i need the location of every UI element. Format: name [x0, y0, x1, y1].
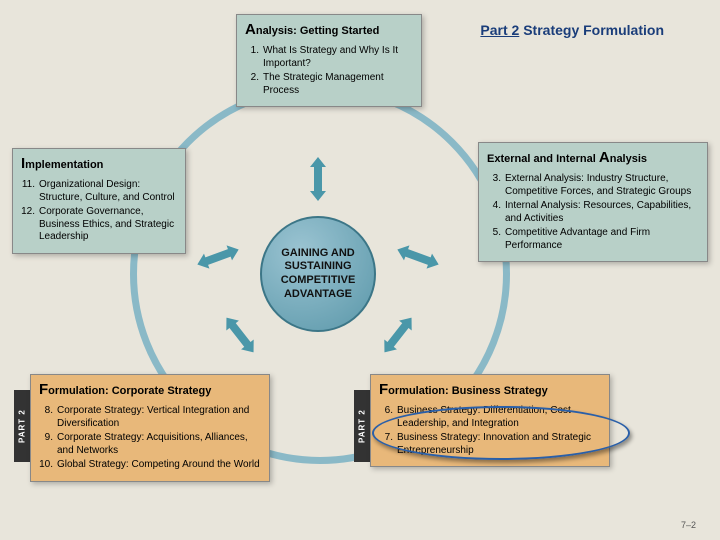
- item-text: Corporate Strategy: Vertical Integration…: [57, 405, 261, 430]
- header-post: nalysis: Getting Started: [256, 25, 379, 37]
- item-num: 12.: [21, 206, 39, 244]
- box-corporate: Formulation: Corporate Strategy 8.Corpor…: [30, 374, 270, 482]
- item-text: Organizational Design: Structure, Cultur…: [39, 179, 177, 204]
- header-big: A: [245, 21, 256, 38]
- item-text: Internal Analysis: Resources, Capabiliti…: [505, 200, 699, 225]
- list-item: 12.Corporate Governance, Business Ethics…: [21, 206, 177, 244]
- item-num: 9.: [39, 432, 57, 457]
- box-corporate-header: Formulation: Corporate Strategy: [31, 375, 269, 401]
- list-item: 2.The Strategic Management Process: [245, 72, 413, 97]
- box-analysis-body: 1.What Is Strategy and Why Is It Importa…: [237, 41, 421, 106]
- item-num: 2.: [245, 72, 263, 97]
- header-post: nalysis: [610, 153, 647, 165]
- highlight-oval: [372, 406, 630, 460]
- title-part: Part 2: [480, 22, 519, 38]
- page-number: 7–2: [681, 520, 696, 530]
- header-big: F: [39, 381, 48, 398]
- item-num: 5.: [487, 227, 505, 252]
- item-text: What Is Strategy and Why Is It Important…: [263, 45, 413, 70]
- list-item: 8.Corporate Strategy: Vertical Integrati…: [39, 405, 261, 430]
- item-text: Corporate Governance, Business Ethics, a…: [39, 206, 177, 244]
- list-item: 3.External Analysis: Industry Structure,…: [487, 173, 699, 198]
- list-item: 4.Internal Analysis: Resources, Capabili…: [487, 200, 699, 225]
- part2-tab-corporate: PART 2: [14, 390, 30, 462]
- header-big: A: [599, 149, 610, 166]
- item-text: Corporate Strategy: Acquisitions, Allian…: [57, 432, 261, 457]
- center-text: GAINING AND SUSTAINING COMPETITIVE ADVAN…: [270, 247, 366, 302]
- item-text: Competitive Advantage and Firm Performan…: [505, 227, 699, 252]
- part2-tab-business: PART 2: [354, 390, 370, 462]
- item-num: 8.: [39, 405, 57, 430]
- header-post: ormulation: Corporate Strategy: [48, 385, 211, 397]
- header-post: ormulation: Business Strategy: [388, 385, 548, 397]
- item-num: 10.: [39, 459, 57, 472]
- item-num: 3.: [487, 173, 505, 198]
- item-text: The Strategic Management Process: [263, 72, 413, 97]
- box-implementation-body: 11.Organizational Design: Structure, Cul…: [13, 175, 185, 253]
- box-corporate-body: 8.Corporate Strategy: Vertical Integrati…: [31, 401, 269, 481]
- header-big: F: [379, 381, 388, 398]
- item-num: 4.: [487, 200, 505, 225]
- slide-title: Part 2 Strategy Formulation: [480, 22, 664, 38]
- title-text: Strategy Formulation: [523, 22, 664, 38]
- item-text: Global Strategy: Competing Around the Wo…: [57, 459, 261, 472]
- center-circle: GAINING AND SUSTAINING COMPETITIVE ADVAN…: [260, 216, 376, 332]
- box-analysis: Analysis: Getting Started 1.What Is Stra…: [236, 14, 422, 107]
- list-item: 11.Organizational Design: Structure, Cul…: [21, 179, 177, 204]
- box-implementation: Implementation 11.Organizational Design:…: [12, 148, 186, 254]
- box-external: External and Internal Analysis 3.Externa…: [478, 142, 708, 262]
- list-item: 10.Global Strategy: Competing Around the…: [39, 459, 261, 472]
- list-item: 1.What Is Strategy and Why Is It Importa…: [245, 45, 413, 70]
- list-item: 9.Corporate Strategy: Acquisitions, Alli…: [39, 432, 261, 457]
- box-external-header: External and Internal Analysis: [479, 143, 707, 169]
- header-pre: External and Internal: [487, 153, 599, 165]
- box-analysis-header: Analysis: Getting Started: [237, 15, 421, 41]
- item-num: 1.: [245, 45, 263, 70]
- item-text: External Analysis: Industry Structure, C…: [505, 173, 699, 198]
- box-implementation-header: Implementation: [13, 149, 185, 175]
- header-post: mplementation: [25, 159, 103, 171]
- box-business-header: Formulation: Business Strategy: [371, 375, 609, 401]
- list-item: 5.Competitive Advantage and Firm Perform…: [487, 227, 699, 252]
- box-external-body: 3.External Analysis: Industry Structure,…: [479, 169, 707, 261]
- item-num: 11.: [21, 179, 39, 204]
- arrow-analysis: [309, 157, 327, 201]
